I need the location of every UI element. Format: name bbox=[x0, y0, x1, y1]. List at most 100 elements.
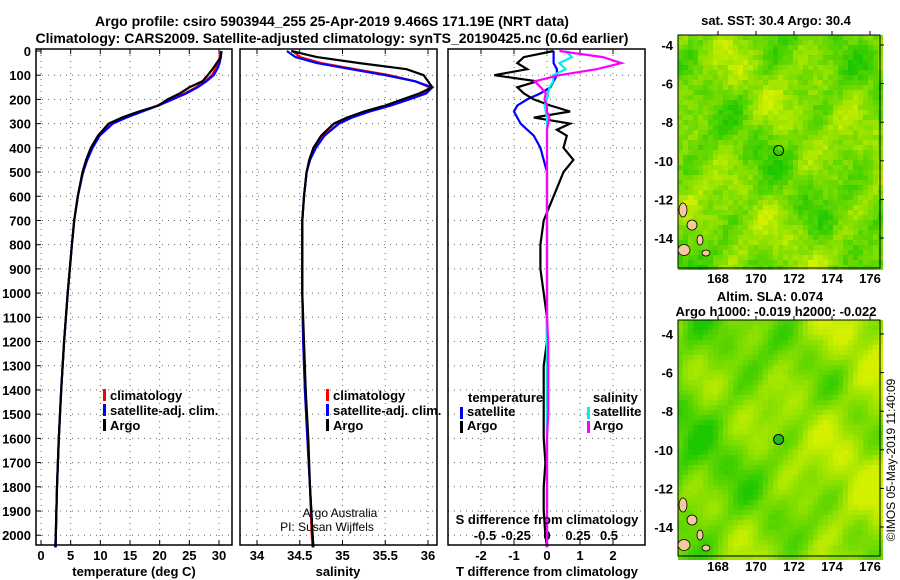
map-cell bbox=[743, 110, 748, 115]
map-cell bbox=[848, 325, 853, 330]
map-cell bbox=[778, 385, 783, 390]
map-cell bbox=[753, 500, 758, 505]
map-cell bbox=[783, 325, 788, 330]
map-cell bbox=[833, 165, 838, 170]
lat-tick-label: -4 bbox=[661, 38, 673, 53]
map-cell bbox=[788, 215, 793, 220]
map-cell bbox=[708, 515, 713, 520]
map-cell bbox=[728, 515, 733, 520]
argo-profile-figure: Argo profile: csiro 5903944_255 25-Apr-2… bbox=[0, 0, 900, 580]
map-cell bbox=[748, 330, 753, 335]
map-cell bbox=[783, 55, 788, 60]
map-cell bbox=[828, 545, 833, 550]
map-cell bbox=[868, 510, 873, 515]
map-cell bbox=[723, 195, 728, 200]
map-cell bbox=[698, 430, 703, 435]
map-cell bbox=[808, 530, 813, 535]
map-cell bbox=[838, 505, 843, 510]
map-cell bbox=[833, 450, 838, 455]
lat-tick-label: -14 bbox=[654, 520, 674, 535]
map-cell bbox=[713, 235, 718, 240]
map-cell bbox=[713, 210, 718, 215]
map-cell bbox=[713, 425, 718, 430]
map-cell bbox=[683, 130, 688, 135]
map-cell bbox=[853, 100, 858, 105]
map-cell bbox=[863, 230, 868, 235]
map-cell bbox=[808, 180, 813, 185]
map-cell bbox=[743, 80, 748, 85]
map-cell bbox=[793, 410, 798, 415]
map-cell bbox=[838, 395, 843, 400]
map-cell bbox=[828, 235, 833, 240]
map-cell bbox=[738, 220, 743, 225]
map-cell bbox=[823, 370, 828, 375]
map-cell bbox=[708, 155, 713, 160]
map-cell bbox=[818, 165, 823, 170]
map-cell bbox=[823, 70, 828, 75]
map-cell bbox=[843, 115, 848, 120]
map-cell bbox=[753, 480, 758, 485]
map-cell bbox=[868, 520, 873, 525]
map-cell bbox=[678, 135, 683, 140]
map-cell bbox=[853, 385, 858, 390]
map-cell bbox=[858, 45, 863, 50]
map-cell bbox=[768, 105, 773, 110]
series-line-argo bbox=[291, 51, 432, 547]
map-cell bbox=[768, 225, 773, 230]
map-cell bbox=[793, 190, 798, 195]
map-cell bbox=[688, 510, 693, 515]
map-cell bbox=[758, 205, 763, 210]
map-cell bbox=[798, 490, 803, 495]
map-cell bbox=[768, 90, 773, 95]
map-cell bbox=[803, 35, 808, 40]
map-cell bbox=[873, 70, 878, 75]
depth-tick-label: 200 bbox=[9, 92, 31, 107]
map-cell bbox=[683, 135, 688, 140]
map-cell bbox=[798, 150, 803, 155]
map-cell bbox=[703, 450, 708, 455]
map-cell bbox=[768, 520, 773, 525]
map-cell bbox=[763, 240, 768, 245]
map-cell bbox=[868, 130, 873, 135]
map-cell bbox=[803, 245, 808, 250]
map-cell bbox=[873, 195, 878, 200]
map-cell bbox=[693, 190, 698, 195]
map-cell bbox=[853, 70, 858, 75]
map-cell bbox=[728, 405, 733, 410]
map-cell bbox=[788, 120, 793, 125]
map-cell bbox=[708, 215, 713, 220]
map-cell bbox=[848, 155, 853, 160]
map-cell bbox=[708, 440, 713, 445]
map-cell bbox=[843, 485, 848, 490]
map-cell bbox=[863, 515, 868, 520]
map-cell bbox=[818, 390, 823, 395]
map-cell bbox=[753, 435, 758, 440]
map-cell bbox=[848, 415, 853, 420]
map-cell bbox=[793, 145, 798, 150]
map-cell bbox=[768, 210, 773, 215]
map-cell bbox=[728, 360, 733, 365]
map-cell bbox=[713, 465, 718, 470]
map-cell bbox=[698, 120, 703, 125]
map-cell bbox=[738, 80, 743, 85]
island-land bbox=[687, 515, 697, 525]
map-cell bbox=[823, 495, 828, 500]
x-tick-label: -1 bbox=[508, 548, 520, 563]
map-cell bbox=[733, 435, 738, 440]
map-cell bbox=[833, 340, 838, 345]
map-cell bbox=[793, 415, 798, 420]
map-cell bbox=[773, 60, 778, 65]
map-cell bbox=[858, 390, 863, 395]
map-cell bbox=[793, 105, 798, 110]
map-cell bbox=[853, 345, 858, 350]
map-cell bbox=[773, 95, 778, 100]
map-cell bbox=[853, 90, 858, 95]
map-cell bbox=[713, 110, 718, 115]
map-cell bbox=[823, 245, 828, 250]
map-cell bbox=[718, 520, 723, 525]
map-cell bbox=[838, 330, 843, 335]
map-cell bbox=[783, 455, 788, 460]
map-cell bbox=[783, 135, 788, 140]
map-cell bbox=[868, 180, 873, 185]
map-cell bbox=[688, 40, 693, 45]
